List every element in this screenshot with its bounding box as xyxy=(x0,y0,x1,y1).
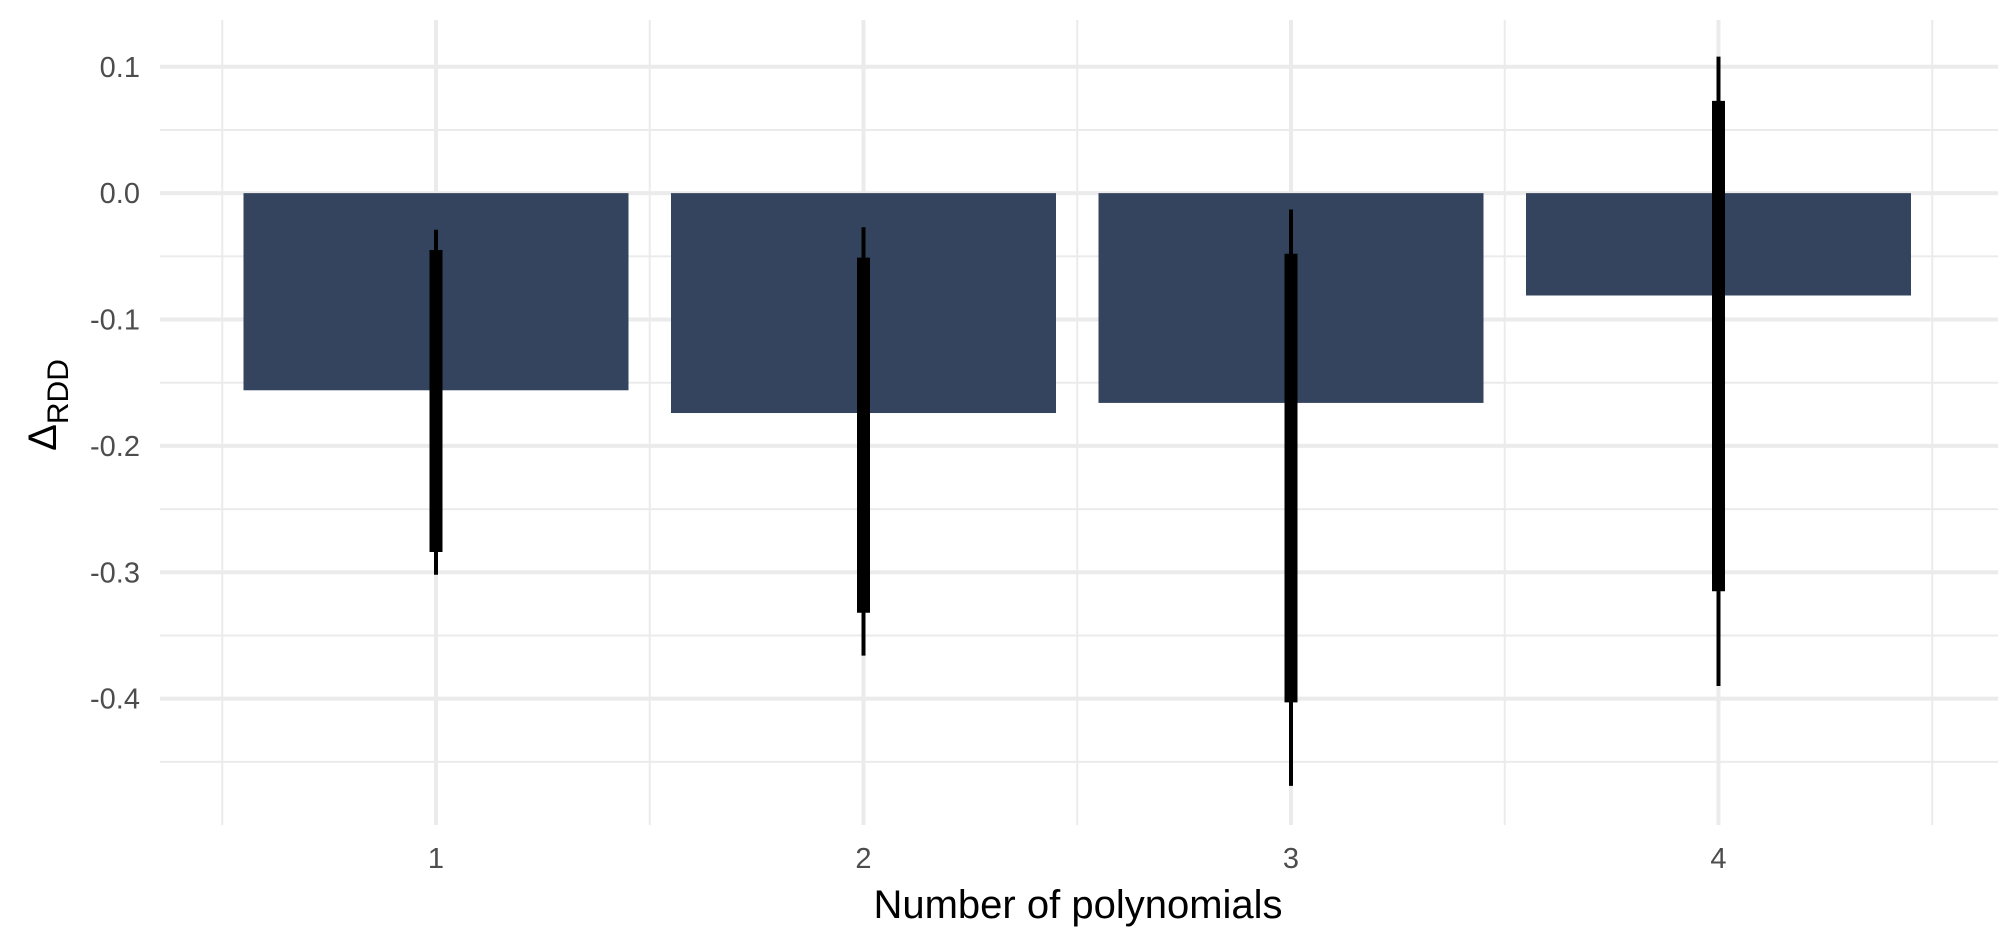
y-axis-tick-labels: 0.1 0.0 -0.1 -0.2 -0.3 -0.4 xyxy=(90,52,140,716)
x-tick-label: 3 xyxy=(1283,843,1299,875)
y-tick-label: -0.1 xyxy=(90,305,140,337)
x-tick-label: 2 xyxy=(855,843,871,875)
y-axis-title: ΔRDD xyxy=(21,359,75,451)
error-bars xyxy=(429,56,1725,786)
y-tick-label: 0.1 xyxy=(100,52,140,84)
y-tick-label: 0.0 xyxy=(100,178,140,210)
x-axis-tick-labels: 1 2 3 4 xyxy=(428,843,1727,875)
x-axis-title: Number of polynomials xyxy=(873,883,1282,927)
y-tick-label: -0.2 xyxy=(90,431,140,463)
y-axis-title-main: Δ xyxy=(21,424,65,451)
y-tick-label: -0.3 xyxy=(90,557,140,589)
x-tick-label: 1 xyxy=(428,843,444,875)
x-tick-label: 4 xyxy=(1710,843,1726,875)
y-tick-label: -0.4 xyxy=(90,684,140,716)
y-axis-title-subscript: RDD xyxy=(42,359,75,424)
